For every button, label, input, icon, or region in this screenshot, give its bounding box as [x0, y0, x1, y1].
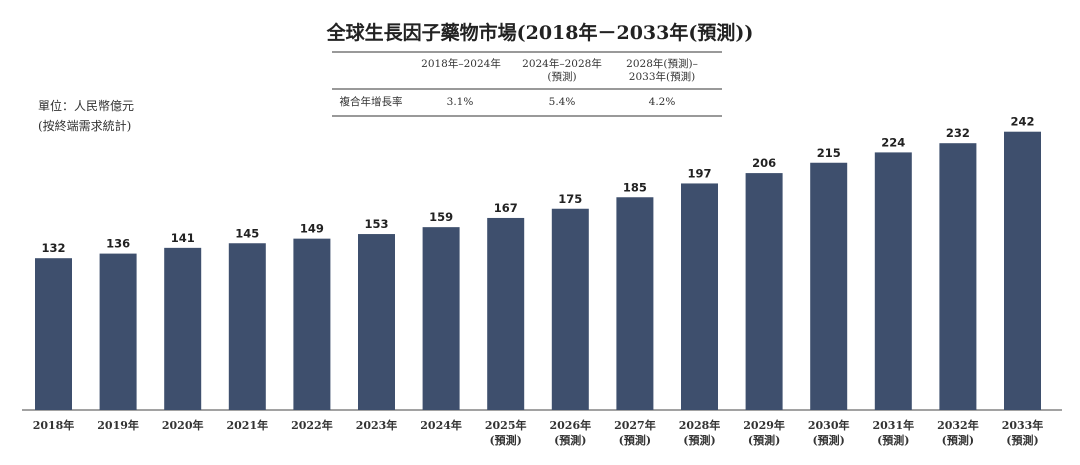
value-label: 185 [623, 180, 647, 194]
unit-note-line: 單位：人民幣億元 [38, 99, 135, 113]
bar [99, 253, 137, 410]
value-label: 159 [429, 210, 453, 224]
x-tick-label: 2021年 [226, 419, 269, 432]
x-tick-label: 2026年 (預測) [549, 419, 592, 447]
x-tick-label: 2019年 [97, 419, 139, 432]
bar [358, 234, 395, 410]
value-label: 242 [1010, 115, 1034, 129]
bar [551, 208, 589, 410]
x-tick-label: 2028年 (預測) [678, 419, 721, 447]
chart-title: 全球生長因子藥物市場(2018年－2033年(預測)) [326, 22, 754, 44]
x-tick-label: 2033年 (預測) [1001, 419, 1044, 447]
unit-note-line: (按終端需求統計) [38, 119, 132, 133]
value-label: 197 [687, 166, 711, 180]
x-tick-label: 2018年 [32, 419, 75, 432]
table-row-label: 複合年增長率 [339, 96, 403, 108]
value-label: 136 [106, 237, 130, 251]
value-label: 167 [494, 201, 518, 215]
value-label: 149 [300, 222, 324, 236]
bar [164, 247, 202, 410]
x-tick-label: 2022年 [291, 419, 333, 432]
x-tick-label: 2027年 (預測) [614, 419, 656, 447]
x-tick-label: 2032年 (預測) [937, 419, 979, 447]
x-tick-label: 2029年 (預測) [743, 419, 785, 447]
bar [616, 197, 654, 410]
value-label: 132 [41, 241, 65, 255]
x-tick-label: 2023年 [355, 419, 398, 432]
x-tick-label: 2020年 [161, 419, 204, 432]
table-header: 2018年–2024年 [421, 58, 501, 70]
x-tick-label: 2031年 (預測) [872, 419, 915, 447]
bar [422, 227, 460, 410]
x-tick-label: 2030年 (預測) [807, 419, 850, 447]
value-label: 175 [558, 192, 582, 206]
bar [939, 143, 977, 410]
bar [681, 183, 718, 410]
value-label: 224 [881, 135, 905, 149]
table-cell: 4.2% [648, 96, 676, 108]
table-cell: 5.4% [548, 96, 576, 108]
x-tick-label: 2025年 (預測) [484, 419, 527, 447]
table-header: 2028年(預測)– 2033年(預測) [626, 58, 698, 83]
value-label: 232 [946, 126, 970, 140]
table-cell: 3.1% [446, 96, 474, 108]
bar [35, 258, 72, 410]
value-label: 215 [817, 146, 841, 160]
bar [745, 173, 783, 410]
table-header: 2024年–2028年 (預測) [522, 58, 602, 83]
value-label: 145 [235, 226, 259, 240]
unit-note: 單位：人民幣億元 (按終端需求統計) [38, 96, 134, 136]
value-label: 206 [752, 156, 776, 170]
bar [487, 217, 525, 410]
bar [1004, 131, 1041, 410]
x-tick-label: 2024年 [420, 419, 462, 432]
value-label: 141 [171, 231, 195, 245]
value-label: 153 [364, 217, 388, 231]
bar [874, 152, 912, 410]
bar [810, 162, 848, 410]
bar [228, 243, 266, 410]
bar [293, 238, 331, 410]
